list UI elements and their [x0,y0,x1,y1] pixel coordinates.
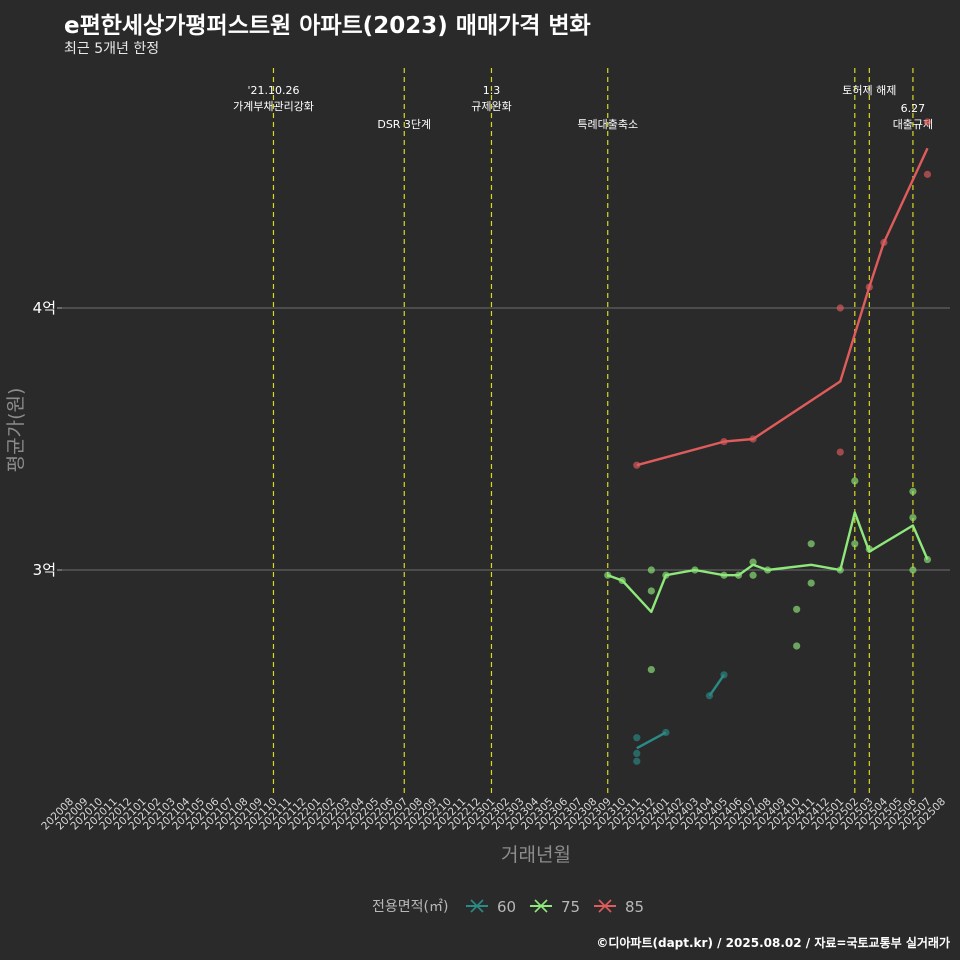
y-tick-label: 3억 [33,561,56,579]
data-point-75 [764,566,772,574]
series-line-60 [636,731,667,750]
chart-subtitle: 최근 5개년 한정 [64,41,160,57]
legend-label-60: 60 [497,898,516,916]
data-point-75 [807,579,815,587]
data-point-75 [909,566,917,574]
data-point-85 [880,238,888,247]
data-point-85 [633,461,641,469]
data-point-75 [807,540,815,548]
data-point-75 [647,566,655,574]
data-point-75 [604,571,612,579]
data-point-75 [909,514,917,522]
x-axis-title: 거래년월 [501,844,571,866]
event-label: '21.10.26 [247,84,299,97]
legend-label-85: 85 [625,898,644,916]
chart-title: e편한세상가평퍼스트원 아파트(2023) 매매가격 변화 [64,13,591,39]
source-caption: ©디아파트(dapt.kr) / 2025.08.02 / 자료=국토교통부 실… [596,936,950,950]
data-point-85 [836,448,844,456]
data-point-60 [705,692,714,700]
event-label: 6.27 [901,102,926,115]
event-label: 토허제 해제 [842,83,896,97]
legend-title: 전용면적(㎡) [372,899,448,915]
data-point-85 [720,438,728,446]
data-point-75 [734,571,743,579]
series-line-75 [607,511,929,614]
data-point-60 [662,728,670,737]
data-point-75 [793,605,801,613]
data-point-85 [923,118,932,126]
legend-key-cross [534,899,548,913]
event-label: 1.3 [483,84,501,97]
data-point-75 [909,487,917,495]
data-point-85 [923,170,932,178]
data-point-85 [836,304,844,312]
data-point-75 [647,587,655,595]
data-point-75 [865,545,873,553]
data-point-75 [793,642,801,650]
legend-label-75: 75 [561,898,580,916]
data-point-60 [633,749,641,758]
data-point-75 [749,571,757,579]
series-line-60 [708,674,725,697]
data-point-75 [691,566,699,574]
legend-key-cross [470,899,484,913]
data-point-75 [851,477,859,485]
event-label: DSR 3단계 [377,118,431,131]
data-point-75 [662,571,670,579]
data-point-60 [633,757,641,765]
event-label: 규제완화 [471,100,511,113]
data-point-85 [865,283,873,291]
data-point-75 [720,571,728,579]
event-label: 특례대출축소 [577,118,638,131]
data-point-60 [633,734,641,742]
y-axis-title: 평균가(원) [5,388,27,473]
data-point-75 [618,576,626,585]
data-point-75 [749,558,757,566]
legend-key-cross [598,899,612,913]
event-label: 대출규제 [893,118,933,131]
event-label: 가계부채관리강화 [233,100,314,113]
data-point-60 [720,671,728,679]
data-point-75 [836,566,844,574]
data-point-75 [647,665,655,674]
data-point-75 [851,540,859,548]
data-point-85 [749,435,757,443]
data-point-75 [923,555,932,564]
series-line-85 [636,147,929,467]
y-tick-label: 4억 [33,299,56,317]
